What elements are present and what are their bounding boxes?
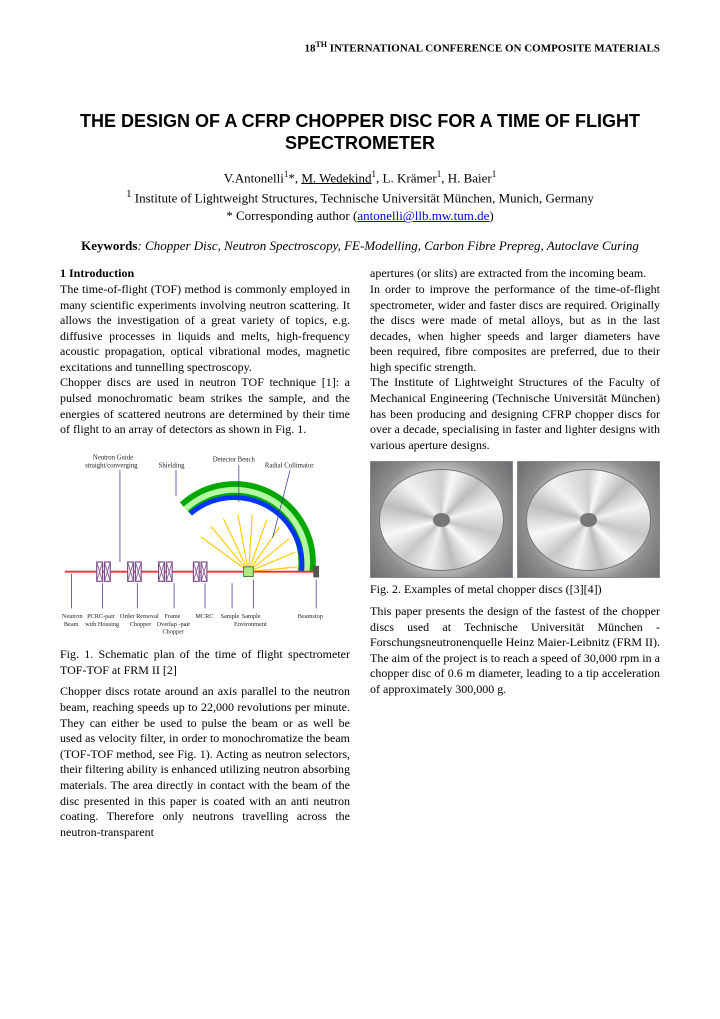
- figure-1: Neutron Guide straight/converging Shield…: [60, 446, 350, 639]
- svg-text:Beam: Beam: [64, 621, 79, 628]
- svg-text:Detector Bench: Detector Bench: [213, 456, 256, 463]
- svg-text:Chopper: Chopper: [162, 628, 184, 635]
- svg-text:Neutron Guide: Neutron Guide: [93, 454, 133, 461]
- svg-text:Radial Collimator: Radial Collimator: [265, 462, 314, 469]
- right-para-3: The Institute of Lightweight Structures …: [370, 375, 660, 451]
- schematic-svg: Neutron Guide straight/converging Shield…: [60, 446, 350, 639]
- keywords-text: : Chopper Disc, Neutron Spectroscopy, FE…: [137, 238, 638, 253]
- figure-1-caption: Fig. 1. Schematic plan of the time of fl…: [60, 647, 350, 678]
- paper-title: THE DESIGN OF A CFRP CHOPPER DISC FOR A …: [60, 110, 660, 155]
- svg-text:Order Removal: Order Removal: [120, 613, 159, 620]
- svg-text:Chopper: Chopper: [130, 621, 152, 628]
- svg-text:Shielding: Shielding: [159, 462, 186, 469]
- corresponding-close: ): [489, 208, 493, 223]
- right-para-4: This paper presents the design of the fa…: [370, 604, 660, 696]
- corresponding-label: * Corresponding author (: [226, 208, 357, 223]
- left-para-2: Chopper discs are used in neutron TOF te…: [60, 375, 350, 436]
- authors-line: V.Antonelli1*, M. Wedekind1, L. Krämer1,…: [60, 169, 660, 186]
- svg-text:PCRC-pair: PCRC-pair: [87, 613, 116, 620]
- left-para-1: The time-of-flight (TOF) method is commo…: [60, 282, 350, 374]
- conference-header: 18TH INTERNATIONAL CONFERENCE ON COMPOSI…: [60, 40, 660, 55]
- right-para-1: apertures (or slits) are extracted from …: [370, 266, 646, 280]
- figure-2-photos: [370, 461, 660, 578]
- svg-text:Sample: Sample: [220, 613, 239, 620]
- keywords-block: Keywords: Chopper Disc, Neutron Spectros…: [60, 238, 660, 254]
- left-column: 1 Introduction The time-of-flight (TOF) …: [60, 266, 350, 840]
- corresponding-author: * Corresponding author (antonelli@llb.mw…: [60, 208, 660, 224]
- svg-text:Sample: Sample: [242, 613, 261, 620]
- svg-text:straight/converging: straight/converging: [85, 462, 138, 469]
- svg-text:MCRC: MCRC: [195, 613, 213, 620]
- figure-2-caption: Fig. 2. Examples of metal chopper discs …: [370, 582, 660, 598]
- right-column: apertures (or slits) are extracted from …: [370, 266, 660, 840]
- left-para-3: Chopper discs rotate around an axis para…: [60, 684, 350, 838]
- svg-text:with Housing: with Housing: [85, 621, 120, 628]
- svg-text:Overlap -pair: Overlap -pair: [157, 621, 191, 628]
- right-para-2: In order to improve the performance of t…: [370, 282, 660, 374]
- corresponding-email-link[interactable]: antonelli@llb.mw.tum.de: [357, 208, 489, 223]
- svg-text:Frame: Frame: [164, 613, 180, 620]
- svg-text:Beamstop: Beamstop: [298, 613, 323, 620]
- keywords-label: Keywords: [81, 238, 137, 253]
- section-1-heading: 1 Introduction: [60, 266, 134, 280]
- chopper-photo-2: [517, 461, 660, 578]
- svg-text:Environment: Environment: [234, 621, 267, 628]
- svg-text:Neutron: Neutron: [62, 613, 83, 620]
- chopper-photo-1: [370, 461, 513, 578]
- affiliation: 1 Institute of Lightweight Structures, T…: [60, 188, 660, 206]
